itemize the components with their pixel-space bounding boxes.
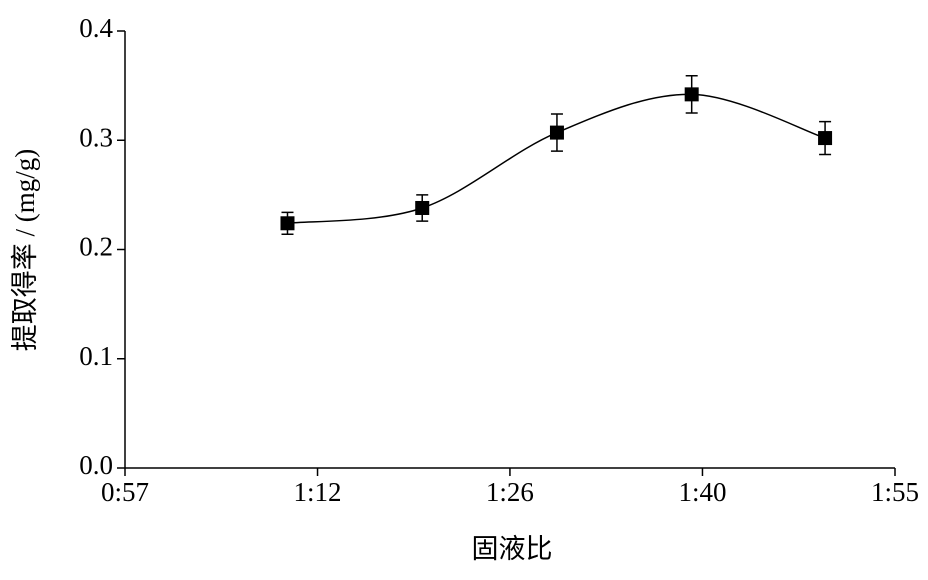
x-tick-label: 1:40 [678,477,726,507]
x-tick-label: 1:55 [871,477,919,507]
y-tick-label: 0.1 [79,341,113,371]
marker [280,216,295,231]
marker [549,125,564,140]
y-tick-label: 0.0 [79,450,113,480]
marker [415,200,430,215]
y-axis-label: 提取得率 / (mg/g) [10,149,40,352]
y-tick-label: 0.4 [79,13,113,43]
x-tick-label: 1:26 [486,477,534,507]
x-tick-label: 0:57 [101,477,149,507]
x-tick-label: 1:12 [294,477,342,507]
marker [684,87,699,102]
y-tick-label: 0.2 [79,232,113,262]
x-axis-label: 固液比 [472,534,553,564]
marker [818,131,833,146]
y-tick-label: 0.3 [79,122,113,152]
